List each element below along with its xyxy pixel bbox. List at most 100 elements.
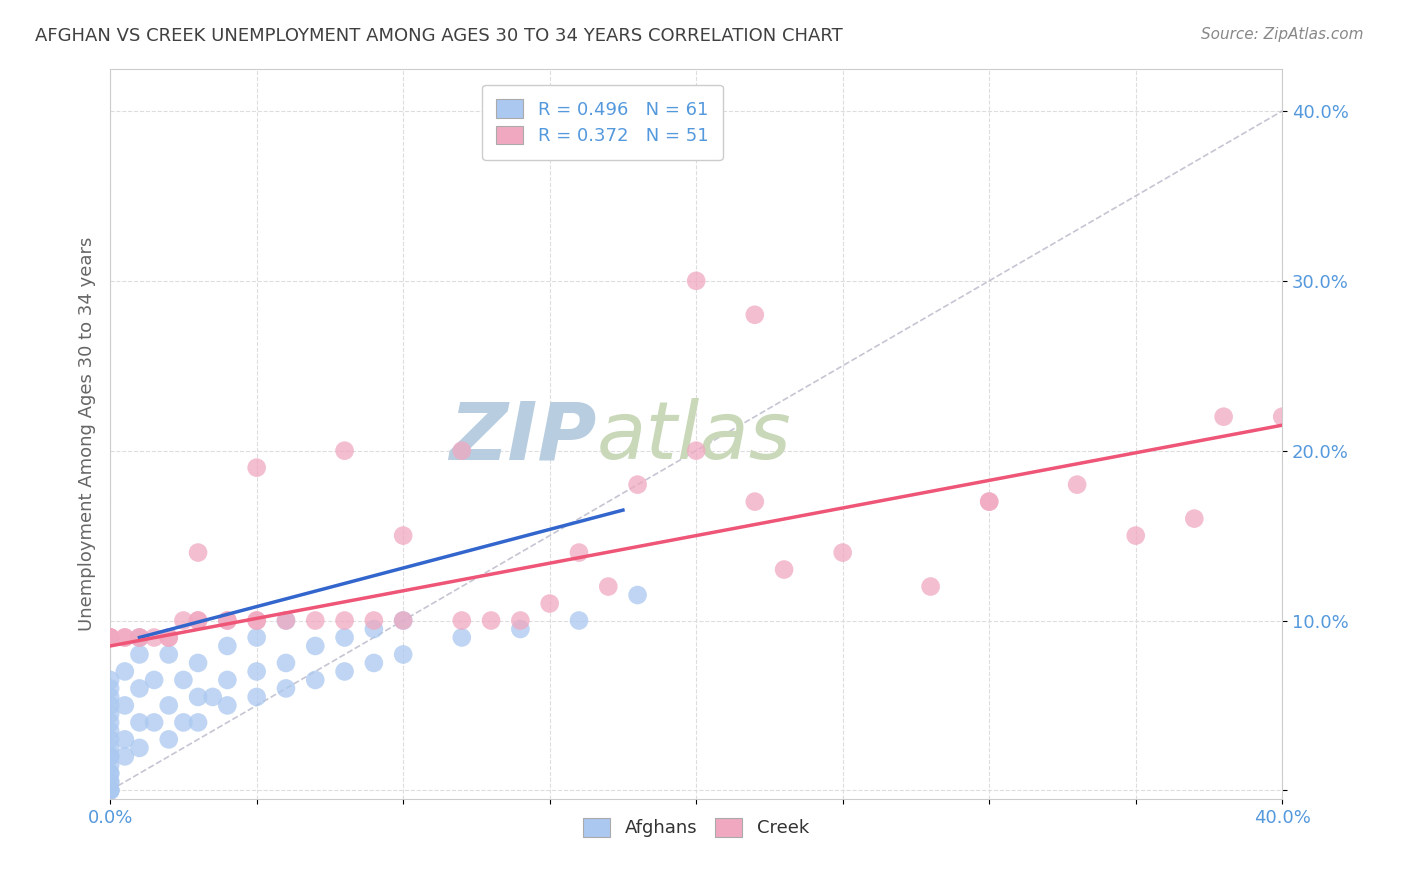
Point	[304, 673, 326, 687]
Point	[274, 656, 297, 670]
Point	[187, 545, 209, 559]
Point	[1066, 477, 1088, 491]
Legend: Afghans, Creek: Afghans, Creek	[576, 811, 817, 845]
Point	[98, 757, 121, 772]
Point	[143, 715, 166, 730]
Point	[246, 614, 269, 628]
Point	[363, 622, 385, 636]
Point	[304, 639, 326, 653]
Point	[333, 665, 356, 679]
Point	[1182, 511, 1205, 525]
Point	[246, 665, 269, 679]
Point	[626, 588, 648, 602]
Point	[98, 766, 121, 780]
Point	[392, 528, 415, 542]
Point	[450, 631, 472, 645]
Point	[568, 614, 591, 628]
Point	[98, 681, 121, 696]
Point	[979, 494, 1001, 508]
Point	[98, 783, 121, 797]
Point	[157, 648, 180, 662]
Point	[217, 614, 239, 628]
Point	[114, 665, 136, 679]
Point	[333, 614, 356, 628]
Point	[246, 460, 269, 475]
Y-axis label: Unemployment Among Ages 30 to 34 years: Unemployment Among Ages 30 to 34 years	[79, 236, 96, 631]
Point	[98, 783, 121, 797]
Point	[98, 723, 121, 738]
Point	[479, 614, 502, 628]
Point	[920, 580, 942, 594]
Point	[128, 648, 150, 662]
Point	[98, 740, 121, 755]
Point	[98, 749, 121, 764]
Point	[172, 614, 194, 628]
Point	[1125, 528, 1147, 542]
Point	[246, 614, 269, 628]
Point	[114, 631, 136, 645]
Point	[392, 648, 415, 662]
Point	[98, 783, 121, 797]
Point	[274, 614, 297, 628]
Point	[114, 732, 136, 747]
Point	[568, 545, 591, 559]
Point	[187, 690, 209, 704]
Point	[187, 614, 209, 628]
Point	[744, 308, 766, 322]
Point	[1212, 409, 1234, 424]
Text: atlas: atlas	[596, 399, 792, 476]
Point	[98, 749, 121, 764]
Point	[98, 775, 121, 789]
Point	[98, 631, 121, 645]
Point	[128, 681, 150, 696]
Point	[509, 614, 531, 628]
Point	[114, 698, 136, 713]
Point	[626, 137, 648, 152]
Point	[333, 631, 356, 645]
Point	[626, 477, 648, 491]
Point	[98, 732, 121, 747]
Point	[217, 698, 239, 713]
Text: Source: ZipAtlas.com: Source: ZipAtlas.com	[1201, 27, 1364, 42]
Point	[392, 614, 415, 628]
Text: AFGHAN VS CREEK UNEMPLOYMENT AMONG AGES 30 TO 34 YEARS CORRELATION CHART: AFGHAN VS CREEK UNEMPLOYMENT AMONG AGES …	[35, 27, 844, 45]
Point	[98, 775, 121, 789]
Point	[157, 698, 180, 713]
Point	[98, 631, 121, 645]
Point	[98, 631, 121, 645]
Point	[157, 631, 180, 645]
Point	[274, 614, 297, 628]
Point	[98, 631, 121, 645]
Point	[831, 545, 853, 559]
Point	[172, 715, 194, 730]
Point	[363, 614, 385, 628]
Point	[979, 494, 1001, 508]
Point	[187, 656, 209, 670]
Point	[246, 690, 269, 704]
Point	[114, 631, 136, 645]
Point	[246, 631, 269, 645]
Point	[274, 681, 297, 696]
Point	[98, 698, 121, 713]
Point	[98, 715, 121, 730]
Point	[450, 443, 472, 458]
Point	[128, 740, 150, 755]
Text: ZIP: ZIP	[449, 399, 596, 476]
Point	[128, 631, 150, 645]
Point	[128, 631, 150, 645]
Point	[143, 673, 166, 687]
Point	[98, 673, 121, 687]
Point	[98, 706, 121, 721]
Point	[1271, 409, 1294, 424]
Point	[333, 443, 356, 458]
Point	[217, 614, 239, 628]
Point	[98, 631, 121, 645]
Point	[450, 614, 472, 628]
Point	[187, 715, 209, 730]
Point	[114, 749, 136, 764]
Point	[509, 622, 531, 636]
Point	[128, 715, 150, 730]
Point	[304, 614, 326, 628]
Point	[187, 614, 209, 628]
Point	[143, 631, 166, 645]
